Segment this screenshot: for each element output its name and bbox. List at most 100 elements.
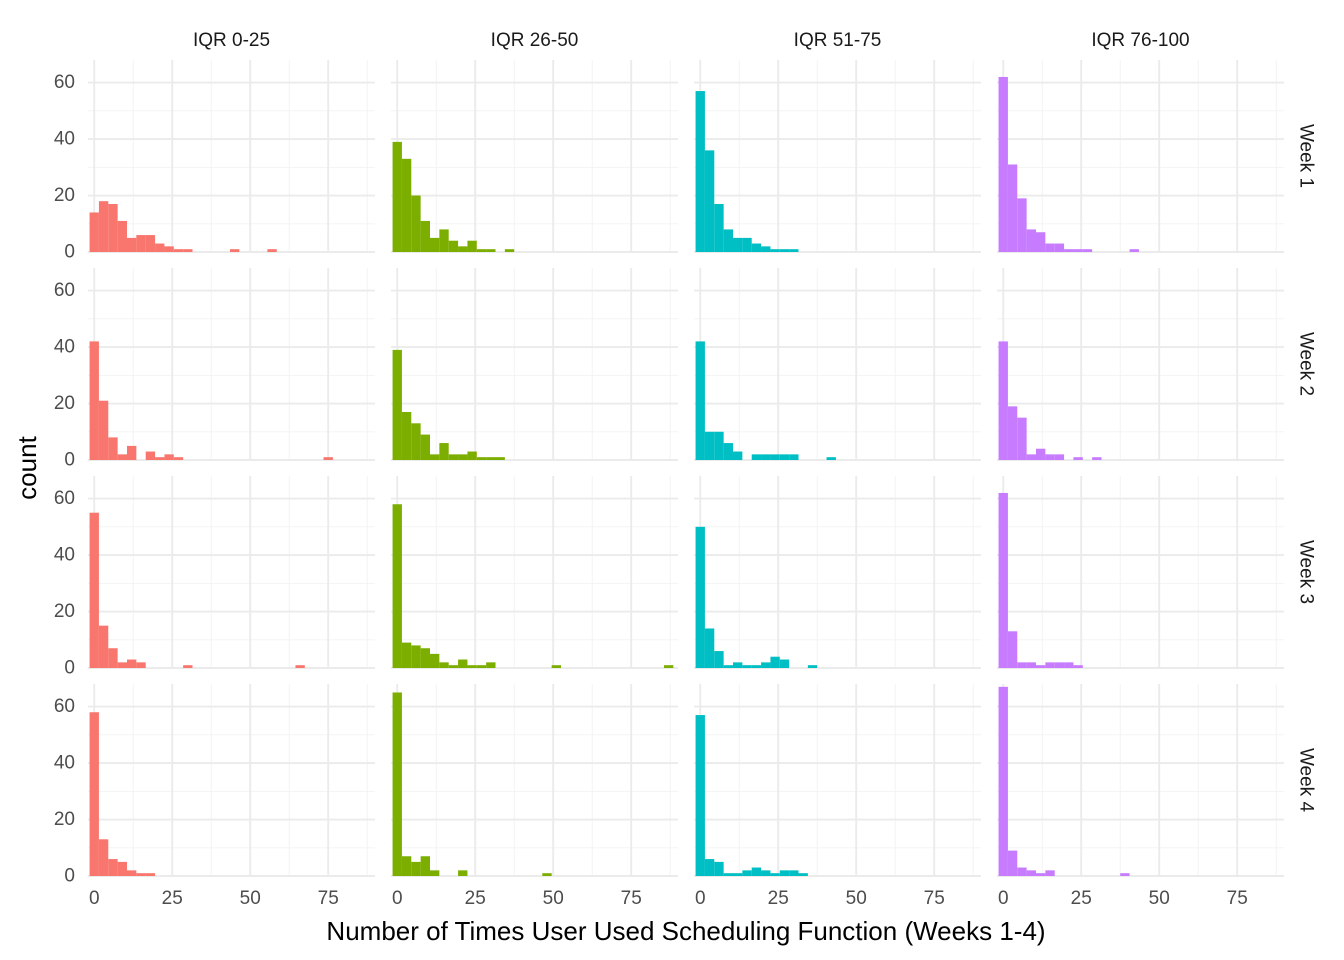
histogram-bar bbox=[136, 873, 146, 876]
x-tick-label: 75 bbox=[318, 888, 339, 909]
histogram-bar bbox=[486, 249, 496, 252]
histogram-bar bbox=[98, 839, 109, 876]
histogram-bar bbox=[723, 443, 733, 460]
x-tick-label: 50 bbox=[1149, 888, 1170, 909]
histogram-bar bbox=[1007, 406, 1018, 460]
y-tick-label: 20 bbox=[54, 601, 75, 622]
histogram-bar bbox=[323, 457, 333, 460]
facet-column-label: IQR 76-100 bbox=[1091, 30, 1189, 51]
histogram-bar bbox=[401, 642, 412, 668]
histogram-bar bbox=[108, 859, 118, 876]
histogram-bar bbox=[136, 235, 146, 252]
histogram-bar bbox=[420, 220, 430, 252]
y-tick-label: 60 bbox=[54, 72, 75, 93]
histogram-bar bbox=[714, 651, 724, 668]
histogram-bar bbox=[998, 686, 1008, 876]
histogram-bar bbox=[392, 349, 402, 460]
histogram-bar bbox=[458, 454, 468, 460]
histogram-bar bbox=[695, 715, 705, 876]
histogram-bar bbox=[98, 625, 109, 668]
histogram-bar bbox=[420, 648, 430, 668]
histogram-bar bbox=[458, 246, 468, 252]
histogram-bar bbox=[751, 243, 762, 252]
histogram-bar bbox=[1045, 870, 1055, 876]
histogram-bar bbox=[1129, 249, 1139, 252]
histogram-bar bbox=[476, 249, 487, 252]
histogram-bar bbox=[704, 628, 715, 668]
histogram-bar bbox=[1035, 873, 1046, 876]
histogram-bar bbox=[448, 240, 459, 252]
histogram-bar bbox=[1007, 164, 1018, 252]
y-tick-label: 60 bbox=[54, 280, 75, 301]
histogram-bar bbox=[1073, 249, 1083, 252]
histogram-bar bbox=[1082, 249, 1093, 252]
histogram-bar bbox=[761, 454, 771, 460]
histogram-bar bbox=[714, 204, 724, 252]
histogram-bar bbox=[751, 454, 762, 460]
histogram-bar bbox=[751, 867, 762, 876]
labels-layer: IQR 0-25 IQR 26-50 IQR 51-75 IQR 76-100 Week… bbox=[54, 30, 1317, 909]
histogram-bar bbox=[704, 431, 715, 460]
histogram-bar bbox=[732, 237, 743, 252]
histogram-bar bbox=[155, 457, 165, 460]
histogram-bar bbox=[420, 434, 430, 460]
x-axis-title: Number of Times User Used Scheduling Fun… bbox=[326, 916, 1045, 946]
histogram-bar bbox=[145, 235, 156, 252]
facet-column-label: IQR 26-50 bbox=[491, 30, 579, 51]
x-tick-label: 50 bbox=[846, 888, 867, 909]
histogram-bar bbox=[439, 443, 449, 460]
histogram-bar bbox=[429, 870, 440, 876]
histogram-bar bbox=[714, 861, 724, 876]
histogram-bar bbox=[1026, 454, 1036, 460]
histogram-bar bbox=[723, 229, 733, 252]
x-tick-label: 25 bbox=[465, 888, 486, 909]
grid-layer bbox=[88, 60, 1284, 877]
histogram-bar bbox=[1017, 417, 1027, 460]
y-tick-label: 40 bbox=[54, 545, 75, 566]
histogram-bar bbox=[136, 662, 146, 668]
histogram-bar bbox=[732, 451, 743, 460]
facet-column-label: IQR 0-25 bbox=[193, 30, 270, 51]
histogram-bar bbox=[770, 249, 780, 252]
histogram-bar bbox=[998, 341, 1008, 460]
histogram-bar bbox=[108, 204, 118, 252]
histogram-bar bbox=[420, 856, 430, 876]
histogram-bar bbox=[1045, 243, 1055, 252]
histogram-bar bbox=[126, 870, 137, 876]
histogram-bar bbox=[411, 423, 421, 460]
histogram-bar bbox=[779, 870, 790, 876]
histogram-bar bbox=[798, 873, 808, 876]
histogram-bar bbox=[742, 237, 752, 252]
histogram-bar bbox=[789, 870, 799, 876]
y-tick-label: 0 bbox=[64, 658, 75, 679]
histogram-bar bbox=[770, 454, 780, 460]
x-tick-label: 75 bbox=[924, 888, 945, 909]
histogram-bar bbox=[495, 457, 505, 460]
facet-row-label: Week 4 bbox=[1296, 748, 1317, 813]
histogram-bar bbox=[439, 662, 449, 668]
histogram-bar bbox=[155, 243, 165, 252]
y-tick-label: 60 bbox=[54, 488, 75, 509]
histogram-bar bbox=[1035, 665, 1046, 668]
y-tick-label: 20 bbox=[54, 809, 75, 830]
x-tick-label: 0 bbox=[695, 888, 706, 909]
histogram-bar bbox=[1054, 662, 1065, 668]
histogram-bar bbox=[173, 249, 184, 252]
histogram-bar bbox=[476, 457, 487, 460]
histogram-bar bbox=[476, 665, 487, 668]
x-tick-label: 25 bbox=[1071, 888, 1092, 909]
histogram-bar bbox=[126, 237, 137, 252]
histogram-bar bbox=[1017, 662, 1027, 668]
histogram-bar bbox=[126, 659, 137, 668]
x-tick-label: 50 bbox=[543, 888, 564, 909]
histogram-bar bbox=[807, 665, 818, 668]
histogram-bar bbox=[723, 873, 733, 876]
histogram-bar bbox=[401, 412, 412, 460]
histogram-bar bbox=[663, 665, 674, 668]
histogram-bar bbox=[411, 195, 421, 252]
histogram-bar bbox=[551, 665, 562, 668]
histogram-bar bbox=[486, 457, 496, 460]
x-tick-label: 25 bbox=[162, 888, 183, 909]
histogram-bar bbox=[267, 249, 277, 252]
histogram-bar bbox=[1045, 454, 1055, 460]
